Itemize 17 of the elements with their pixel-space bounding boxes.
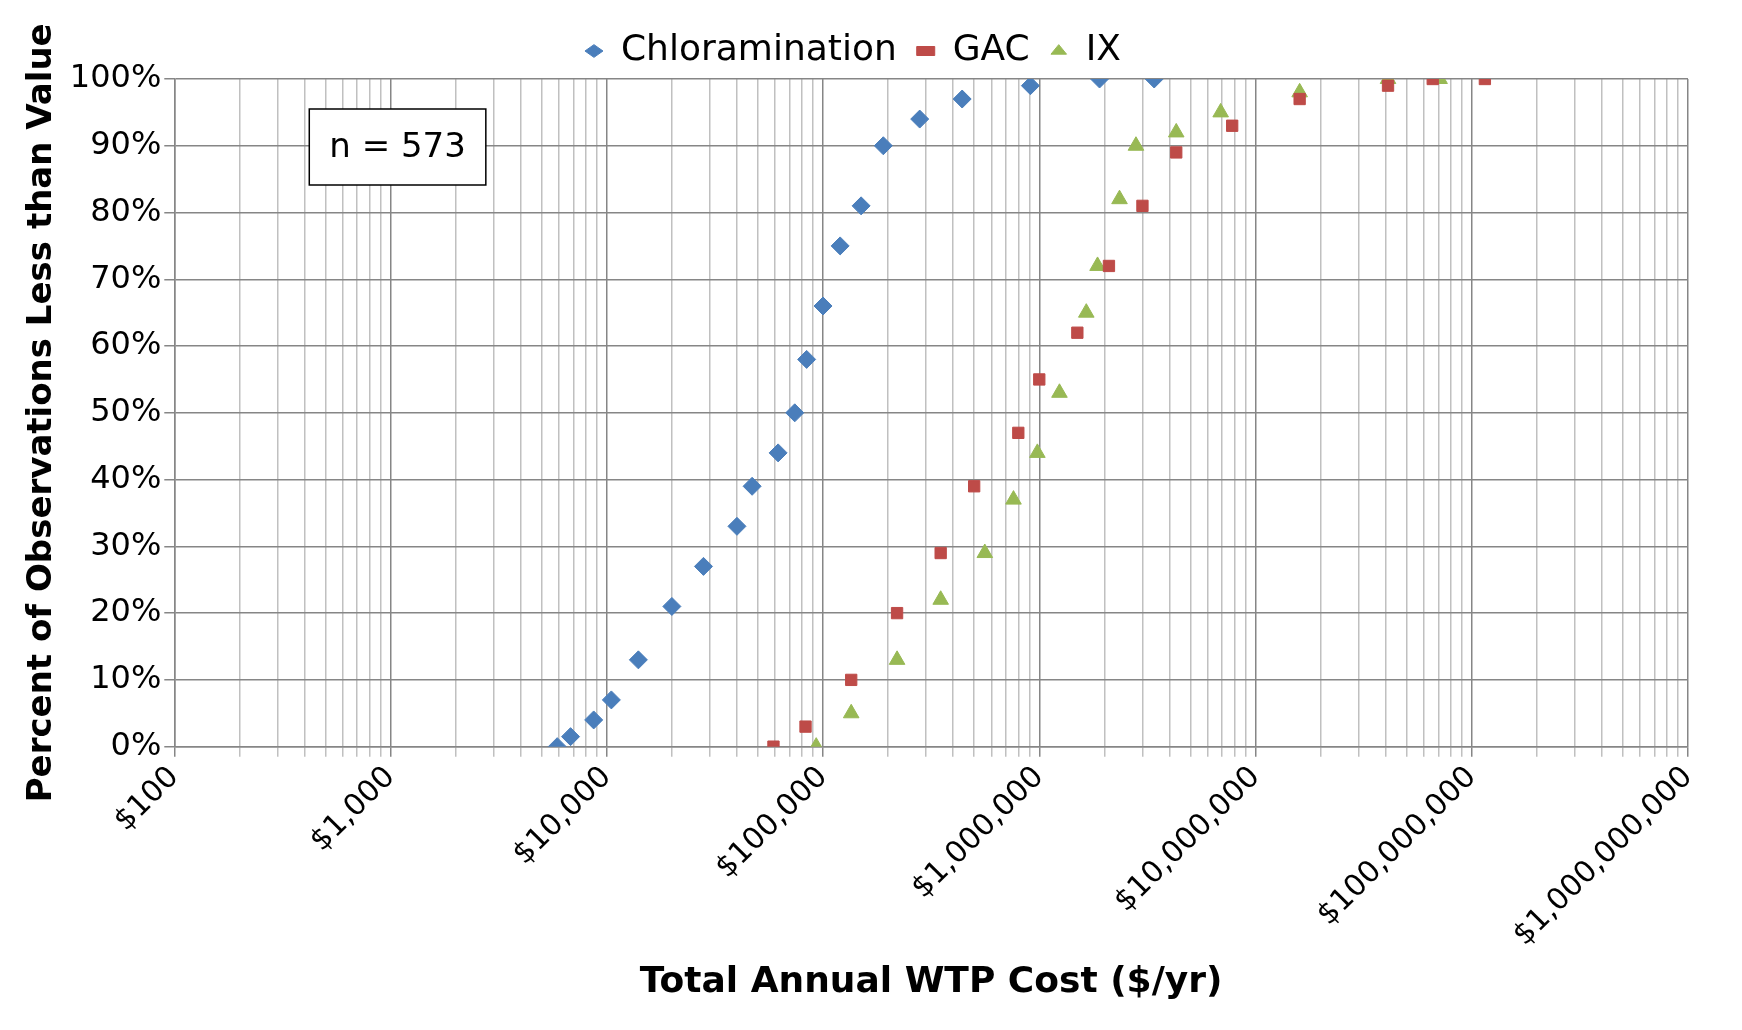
y-tick-label: 90%	[90, 124, 162, 163]
y-tick-label: 10%	[90, 658, 162, 697]
y-tick-label: 60%	[90, 324, 162, 363]
legend-label: Chloramination	[620, 27, 897, 69]
legend-label: GAC	[952, 27, 1030, 69]
y-tick-label: 80%	[90, 190, 162, 229]
y-tick-label: 30%	[90, 524, 162, 563]
y-tick-label: 0%	[110, 724, 162, 763]
y-tick-label: 50%	[90, 391, 162, 430]
y-tick-label: 70%	[90, 257, 162, 296]
y-tick-label: 100%	[69, 57, 162, 96]
annotation: n = 573	[329, 124, 466, 165]
y-axis-title: Percent of Observations Less than Value	[19, 23, 60, 803]
x-axis-title: Total Annual WTP Cost ($/yr)	[639, 958, 1223, 1000]
y-tick-label: 20%	[90, 591, 162, 630]
y-tick-label: 40%	[90, 457, 162, 496]
legend-label: IX	[1085, 27, 1122, 69]
